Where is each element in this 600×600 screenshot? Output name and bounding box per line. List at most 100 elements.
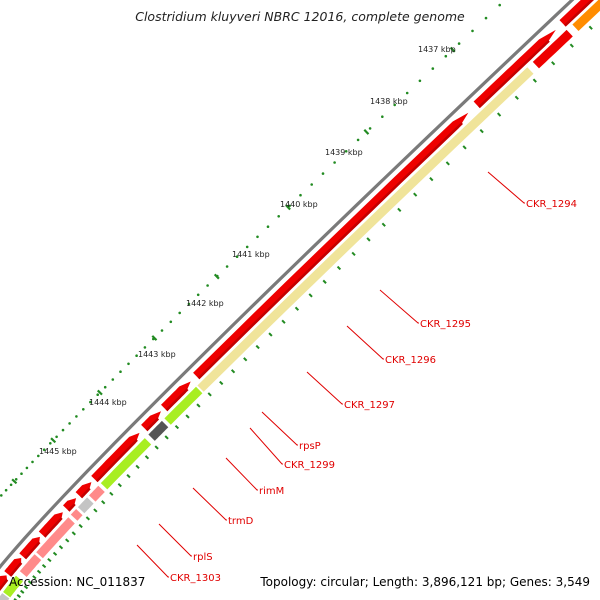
ring-dot — [135, 354, 138, 358]
ring-dot — [431, 67, 435, 70]
ring-dot — [235, 255, 239, 258]
forward-gene — [75, 482, 92, 499]
inner-tick — [65, 538, 70, 543]
forward-gene-shade — [0, 578, 9, 592]
ring-dot — [96, 393, 99, 397]
ring-dot — [277, 215, 281, 218]
ring-dot — [75, 415, 78, 418]
inner-tick — [154, 445, 159, 450]
ring-dot — [103, 385, 107, 389]
ring-dot — [61, 428, 65, 432]
inner-tick — [23, 585, 29, 590]
ring-dot — [405, 91, 409, 95]
forward-gene — [193, 112, 469, 380]
ring-dot — [82, 408, 85, 411]
leader-line — [249, 427, 283, 465]
ring-dot — [89, 400, 92, 404]
inner-tick — [366, 237, 371, 242]
ring-dot — [0, 494, 3, 497]
reverse-gene — [100, 438, 152, 490]
kbp-tick-label: 1437 kbp — [418, 45, 456, 54]
forward-gene — [19, 536, 40, 560]
ring-dot — [160, 329, 164, 332]
reverse-gene — [70, 509, 83, 521]
forward-gene — [91, 432, 140, 483]
leader-line — [379, 289, 419, 324]
ring-dot — [310, 183, 314, 186]
inner-tick — [429, 177, 434, 182]
inner-tick — [532, 78, 537, 83]
inner-tick — [27, 580, 33, 585]
kbp-tick-label: 1441 kbp — [232, 250, 270, 259]
leader-line — [158, 523, 192, 557]
gene-label: rpsP — [299, 441, 321, 452]
ring-dot — [143, 346, 147, 349]
inner-tick — [135, 464, 140, 469]
kbp-tick — [11, 478, 18, 485]
ring-dot — [381, 115, 384, 118]
inner-tick — [413, 192, 418, 197]
inner-tick — [514, 95, 519, 100]
forward-gene-shade — [9, 562, 23, 577]
forward-gene-shade — [67, 503, 76, 512]
forward-gene — [473, 29, 556, 109]
leader-line — [192, 487, 227, 521]
inner-tick — [569, 43, 574, 48]
reverse-gene — [89, 485, 105, 502]
inner-tick — [47, 558, 52, 563]
reverse-gene — [148, 420, 169, 441]
ring-dot — [49, 442, 52, 445]
ring-dot — [4, 488, 8, 492]
kbp-tick — [151, 335, 158, 341]
leader-line — [136, 544, 169, 578]
inner-tick — [551, 61, 556, 66]
kbp-tick-labels: 1437 kbp 1438 kbp 1439 kbp 1440 kbp 1441 kbp… — [39, 45, 456, 456]
kbp-tick — [213, 273, 220, 280]
ring-dot — [196, 293, 200, 297]
inner-tick — [41, 563, 47, 569]
forward-gene-shade — [24, 541, 41, 560]
kbp-tick-label: 1443 kbp — [138, 350, 176, 359]
kbp-tick-label: 1440 kbp — [280, 200, 318, 209]
ring-dot — [206, 284, 209, 287]
inner-tick — [281, 319, 286, 324]
forward-gene-shade — [145, 417, 160, 432]
leader-line — [261, 411, 298, 446]
ring-dot — [321, 172, 325, 175]
inner-tick — [144, 455, 150, 460]
ring-dot — [266, 225, 270, 228]
gene-label: CKR_1297 — [344, 400, 395, 411]
kbp-tick — [96, 389, 103, 396]
inner-tick — [588, 25, 593, 30]
inner-tick — [462, 145, 467, 150]
outer-tick-marks — [11, 46, 456, 485]
ring-dot — [31, 460, 34, 464]
inner-tick-marks — [13, 25, 593, 600]
inner-tick — [20, 589, 25, 594]
forward-gene-shade — [80, 487, 91, 499]
kbp-tick-label: 1445 kbp — [39, 447, 77, 456]
inner-tick — [78, 523, 83, 529]
reverse-gene — [3, 575, 23, 598]
inner-tick — [445, 161, 450, 166]
ring-dot — [225, 265, 229, 268]
inner-tick — [322, 279, 327, 284]
inner-tick — [268, 332, 273, 337]
topology-label: Topology: circular; Length: 3,896,121 bp… — [260, 575, 590, 589]
inner-tick — [174, 424, 180, 430]
gene-label: CKR_1294 — [526, 199, 577, 210]
ring-dot — [119, 370, 122, 374]
gene-label-leaders — [136, 171, 525, 578]
leader-line — [225, 457, 258, 491]
forward-gene — [161, 381, 191, 412]
ring-dot — [368, 127, 372, 130]
kbp-tick — [449, 46, 456, 53]
ring-dot — [55, 435, 58, 439]
reverse-gene — [197, 67, 534, 392]
gene-label: CKR_1303 — [170, 573, 221, 584]
leader-line — [346, 325, 384, 360]
